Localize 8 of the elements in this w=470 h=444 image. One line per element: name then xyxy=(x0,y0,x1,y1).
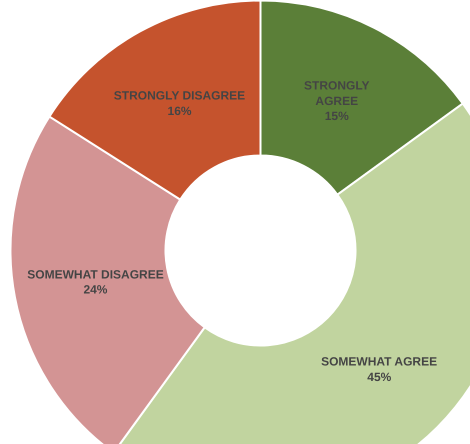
data-label: 24% xyxy=(83,282,108,297)
slice-label: STRONGLY AGREE xyxy=(304,78,370,108)
slice-label: SOMEWHAT DISAGREE xyxy=(27,267,164,282)
slice-label: SOMEWHAT AGREE xyxy=(321,354,438,369)
data-label: 16% xyxy=(168,104,192,118)
slice-label: STRONGLY DISAGREE xyxy=(114,88,246,103)
data-label: 45% xyxy=(367,370,392,384)
data-label: 15% xyxy=(324,109,350,124)
